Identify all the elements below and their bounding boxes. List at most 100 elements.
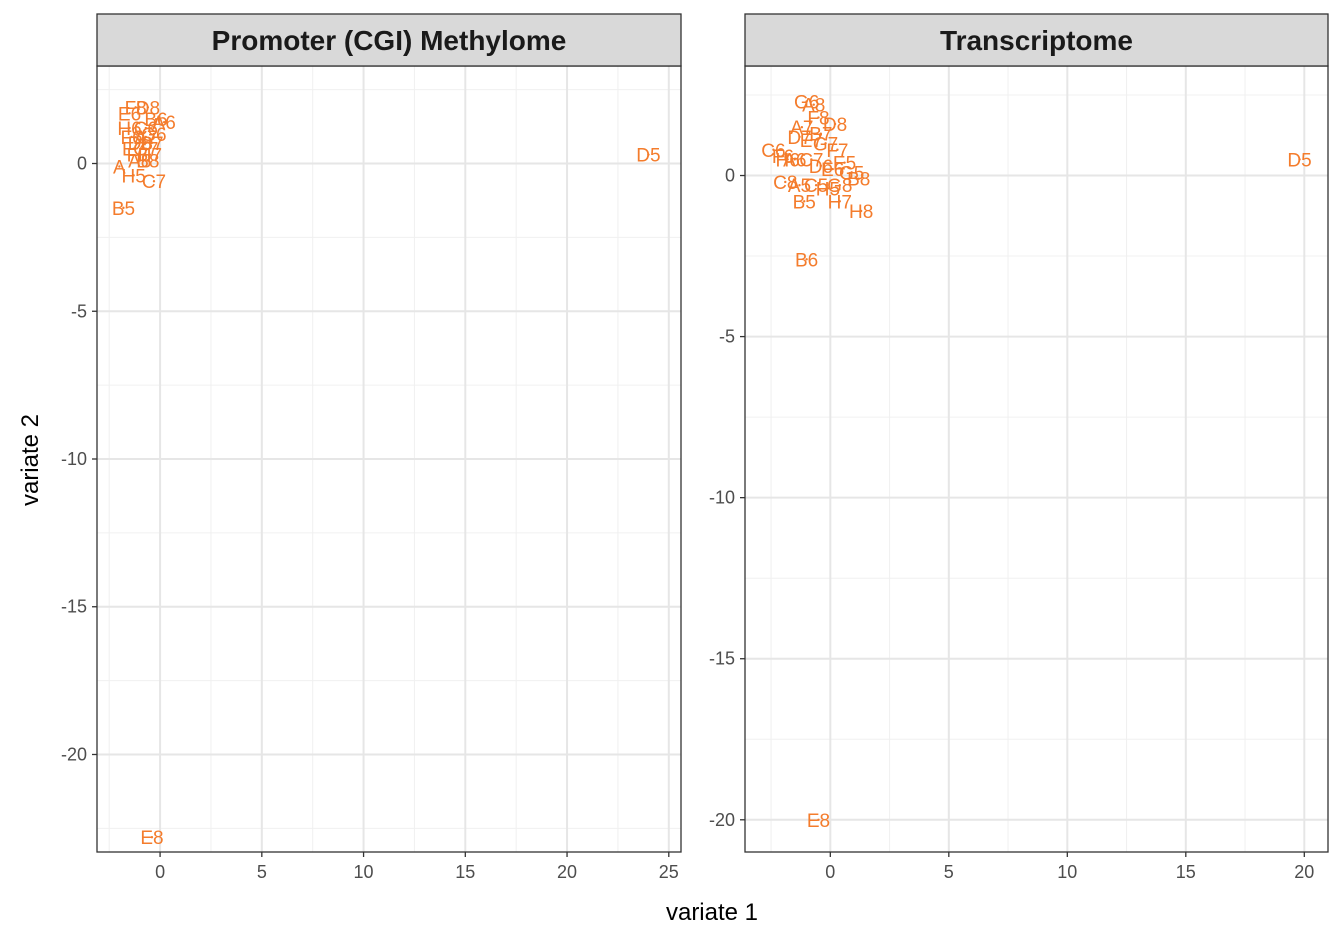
point-label-B8: B8 [847, 170, 870, 191]
point-label-H5: H5 [121, 166, 145, 187]
data-point [150, 141, 154, 145]
point-label-A5: A5 [788, 176, 811, 197]
data-point [784, 180, 787, 184]
data-point [118, 165, 121, 168]
data-point [146, 159, 150, 162]
point-label-B5: B5 [793, 192, 816, 213]
data-point [805, 100, 808, 103]
x-tick-label: 10 [1057, 862, 1077, 882]
data-point [850, 171, 853, 174]
data-point [843, 161, 846, 164]
data-point [128, 126, 131, 130]
point-label-A6: A6 [783, 150, 806, 171]
x-tick-label: 15 [455, 862, 475, 882]
data-point [800, 126, 804, 129]
data-point [838, 200, 841, 203]
data-point [152, 132, 156, 136]
data-point [786, 158, 789, 161]
point-label-B6: B6 [144, 110, 167, 131]
data-point [132, 147, 135, 150]
point-label-A7: A7 [790, 118, 813, 139]
data-point [805, 258, 808, 261]
data-point [154, 117, 158, 121]
point-label-D8: D8 [823, 115, 847, 136]
data-point [146, 106, 150, 109]
y-tick-label: -15 [61, 597, 87, 617]
data-point [793, 158, 796, 161]
x-tick-label: 25 [659, 862, 679, 882]
point-label-D6: D6 [809, 157, 833, 178]
y-tick-label: -5 [719, 327, 735, 347]
data-point [817, 116, 820, 119]
point-label-C7: C7 [799, 150, 823, 171]
data-point [798, 135, 801, 139]
point-label-D5: D5 [1287, 150, 1311, 171]
data-point [138, 159, 141, 162]
data-point [144, 147, 148, 150]
point-label-E8: E8 [140, 828, 163, 849]
point-label-D7: D7 [787, 128, 811, 149]
point-label-B5: B5 [112, 199, 135, 220]
data-point [647, 153, 650, 156]
point-label-A: A [113, 157, 126, 178]
data-point [817, 818, 820, 821]
data-point [144, 135, 148, 139]
point-label-C5: C5 [804, 176, 828, 197]
data-point [798, 183, 801, 187]
data-point [148, 153, 152, 156]
point-label-E8: E8 [807, 811, 830, 832]
data-point [152, 180, 156, 183]
data-point [857, 177, 860, 180]
y-tick-label: 0 [725, 166, 735, 186]
y-tick-label: -5 [71, 301, 87, 321]
data-point [132, 174, 135, 177]
x-tick-label: 20 [1294, 862, 1314, 882]
y-tick-label: -10 [709, 488, 735, 508]
data-point [150, 836, 154, 839]
point-label-H6: H6 [117, 119, 141, 140]
data-point [819, 132, 823, 135]
y-axis-title: variate 2 [17, 414, 44, 506]
facet-strip-title: Promoter (CGI) Methylome [212, 25, 567, 56]
point-label-E7: E7 [122, 140, 145, 161]
data-point [781, 154, 785, 158]
data-point [838, 183, 841, 187]
y-tick-label: 0 [77, 154, 87, 174]
data-point [826, 187, 830, 190]
point-label-A6: A6 [153, 113, 176, 134]
point-label-C6: C6 [134, 119, 158, 140]
x-tick-label: 15 [1176, 862, 1196, 882]
y-tick-label: -15 [709, 649, 735, 669]
point-label-B6: B6 [795, 250, 818, 271]
y-tick-label: -10 [61, 449, 87, 469]
point-label-H7: H7 [828, 192, 852, 213]
point-label-G6: G6 [141, 125, 166, 146]
point-label-B7: B7 [809, 125, 832, 146]
data-point [824, 142, 827, 145]
data-point [162, 120, 166, 124]
point-label-C6: C6 [761, 141, 785, 162]
point-label-F6: F6 [120, 128, 142, 149]
point-label-E6: E6 [821, 160, 844, 181]
data-point [819, 164, 823, 168]
point-label-F8: F8 [807, 109, 829, 130]
point-label-F7: F7 [127, 146, 149, 167]
data-point [1298, 158, 1301, 161]
data-point [831, 167, 834, 171]
point-label-C7: C7 [142, 172, 166, 193]
point-label-A8: A8 [128, 152, 151, 173]
point-label-H7: H7 [138, 146, 162, 167]
point-label-C8: C8 [773, 173, 797, 194]
data-point [859, 209, 863, 213]
point-label-G7: G7 [813, 134, 838, 155]
facet-strip [744, 13, 1329, 67]
point-label-H8: H8 [849, 202, 873, 223]
point-label-H6: H6 [776, 150, 800, 171]
x-tick-label: 5 [944, 862, 954, 882]
x-tick-label: 20 [557, 862, 577, 882]
data-point [136, 153, 139, 156]
